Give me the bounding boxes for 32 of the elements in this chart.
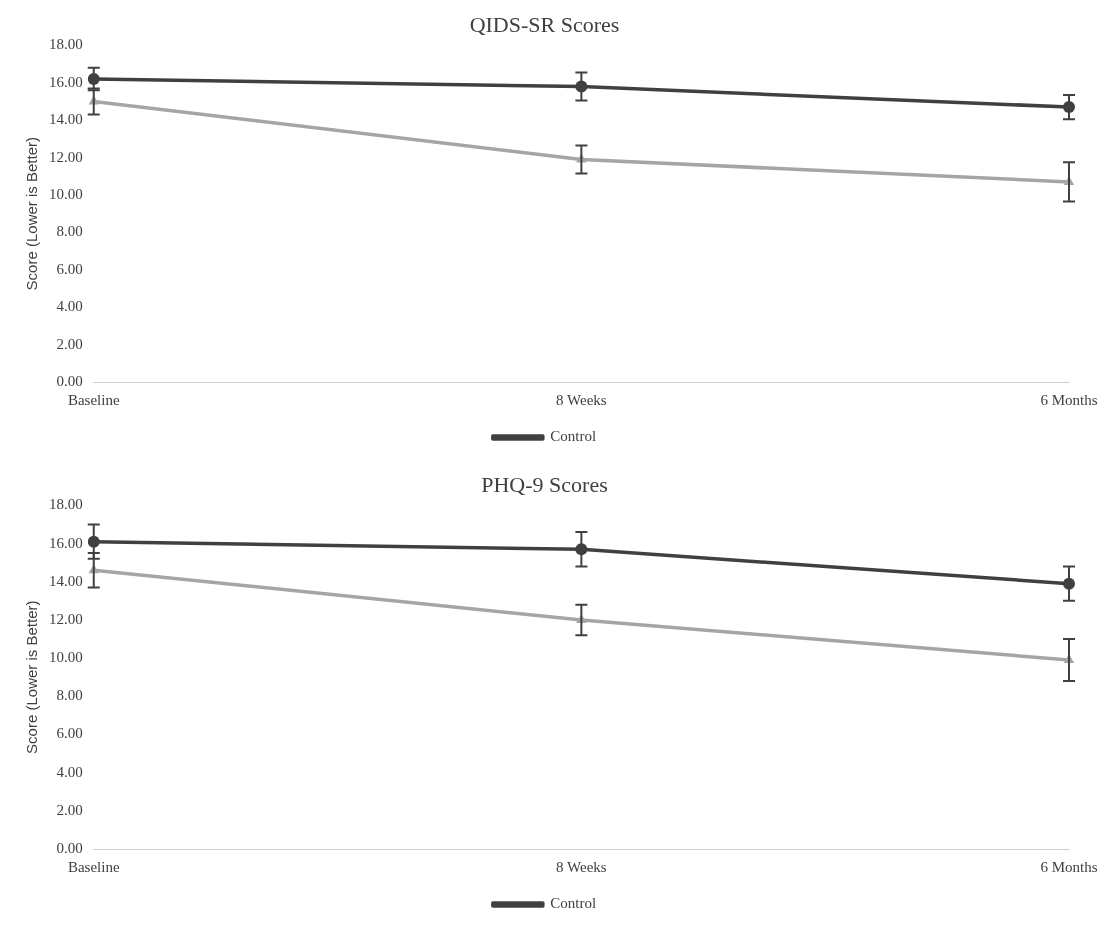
x-tick-label: 6 Months [1040, 858, 1098, 875]
y-tick-label: 12.00 [49, 148, 83, 165]
y-tick-label: 0.00 [56, 839, 83, 856]
y-tick-label: 14.00 [49, 572, 83, 589]
y-axis-title: Score (Lower is Better) [23, 137, 41, 291]
legend-label: Control [550, 428, 597, 445]
y-tick-label: 6.00 [56, 260, 83, 277]
y-tick-label: 8.00 [56, 687, 83, 704]
x-tick-label: 8 Weeks [556, 391, 607, 408]
y-tick-label: 12.00 [49, 610, 83, 627]
y-tick-label: 4.00 [56, 763, 83, 780]
y-tick-label: 0.00 [56, 372, 83, 389]
x-tick-label: Baseline [67, 391, 120, 408]
y-tick-label: 10.00 [49, 185, 83, 202]
y-tick-label: 16.00 [49, 534, 83, 551]
x-tick-label: 8 Weeks [556, 858, 607, 875]
y-tick-label: 16.00 [49, 73, 83, 90]
chart-title: QIDS-SR Scores [469, 11, 620, 37]
y-tick-label: 2.00 [56, 801, 83, 818]
x-tick-label: Baseline [67, 858, 120, 875]
legend-label: Control [550, 895, 597, 912]
y-tick-label: 18.00 [49, 496, 83, 513]
chart-title: PHQ-9 Scores [481, 471, 608, 497]
y-tick-label: 4.00 [56, 298, 83, 315]
y-tick-label: 2.00 [56, 335, 83, 352]
y-axis-title: Score (Lower is Better) [23, 600, 41, 754]
x-tick-label: 6 Months [1040, 391, 1098, 408]
y-tick-label: 8.00 [56, 223, 83, 240]
y-tick-label: 18.00 [49, 36, 83, 53]
y-tick-label: 14.00 [49, 111, 83, 128]
y-tick-label: 10.00 [49, 649, 83, 666]
y-tick-label: 6.00 [56, 725, 83, 742]
